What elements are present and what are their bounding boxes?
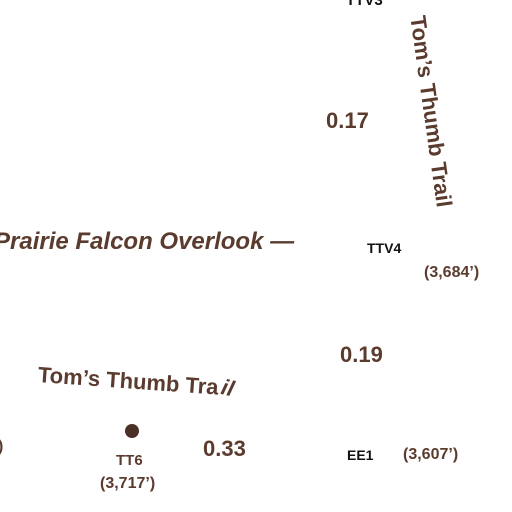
trail-marker-dot [125, 424, 139, 438]
node-ee1-label: EE1 [347, 447, 374, 463]
trail-name-horizontal-main: Tom’s Thumb Tra [37, 362, 220, 400]
node-tt6-elevation: (3,717’) [100, 475, 156, 492]
node-ttv4-label: TTV4 [367, 240, 402, 256]
node-ttv3-label: TTV3 [346, 0, 383, 9]
distance-label-0-19: 0.19 [340, 342, 383, 367]
landmark-prairie-falcon-overlook: Prairie Falcon Overlook — [0, 228, 295, 255]
node-ee1-elevation: (3,607’) [403, 446, 459, 463]
trail-name-vertical: Tom’s Thumb Trail [405, 14, 457, 209]
edge-fragment-paren: ) [0, 438, 3, 456]
node-ttv4-elevation: (3,684’) [424, 264, 480, 281]
node-tt6-label: TT6 [116, 452, 143, 469]
distance-label-0-33: 0.33 [203, 436, 246, 461]
distance-label-0-17: 0.17 [326, 108, 369, 133]
trail-name-horizontal: Tom’s Thumb Trail [37, 362, 237, 402]
trail-name-horizontal-tail: il [218, 374, 237, 402]
